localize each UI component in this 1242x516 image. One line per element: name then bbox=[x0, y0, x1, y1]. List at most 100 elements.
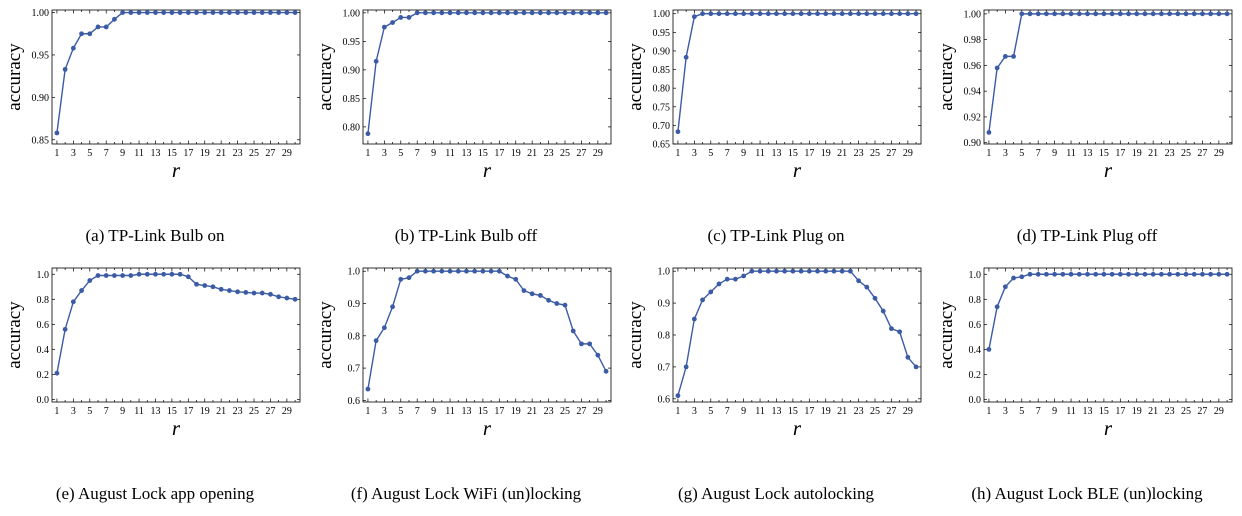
data-point bbox=[79, 288, 84, 293]
data-point bbox=[488, 268, 494, 274]
y-tick-label: 0.6 bbox=[37, 320, 50, 331]
x-tick-label: 3 bbox=[1003, 406, 1008, 417]
y-tick-label: 1.00 bbox=[653, 9, 671, 20]
data-point bbox=[733, 11, 738, 17]
data-point bbox=[1142, 271, 1148, 277]
data-point bbox=[251, 10, 257, 15]
data-point bbox=[1183, 11, 1189, 17]
data-point bbox=[210, 284, 216, 290]
data-point bbox=[447, 268, 453, 274]
series-line bbox=[56, 11, 296, 134]
data-point bbox=[1011, 53, 1016, 59]
data-point bbox=[839, 11, 845, 17]
x-tick-label: 21 bbox=[1148, 148, 1158, 159]
data-point bbox=[464, 10, 469, 16]
data-point bbox=[1167, 11, 1172, 17]
data-point bbox=[153, 271, 158, 277]
y-tick-label: 0.85 bbox=[653, 65, 671, 76]
data-point bbox=[259, 290, 265, 296]
plot-frame bbox=[362, 9, 612, 145]
data-point bbox=[1052, 271, 1058, 277]
chart-caption: (g) August Lock autolocking bbox=[678, 484, 874, 503]
series-line bbox=[367, 270, 607, 390]
chart-panel: 0.65 0.70 0.75 0.80 0.85 0.90 0.95 1.00 1 3 5 7 9 11 1… bbox=[621, 0, 931, 258]
y-tick-label: 0.98 bbox=[964, 35, 982, 46]
x-tick-label: 23 bbox=[233, 406, 243, 417]
data-point bbox=[529, 10, 535, 16]
data-point bbox=[815, 11, 820, 17]
data-point bbox=[856, 278, 861, 284]
data-point bbox=[806, 11, 812, 17]
data-point bbox=[831, 268, 837, 274]
x-axis-label: r bbox=[172, 158, 181, 182]
data-point bbox=[381, 325, 387, 331]
data-point bbox=[128, 273, 134, 278]
y-tick-label: 1.0 bbox=[969, 270, 982, 281]
data-point bbox=[218, 286, 224, 292]
y-axis-label: accuracy bbox=[936, 43, 957, 111]
data-point bbox=[194, 281, 199, 287]
data-point bbox=[1044, 271, 1049, 277]
x-tick-label: 29 bbox=[593, 148, 603, 159]
chart-caption: (b) TP-Link Bulb off bbox=[394, 226, 538, 245]
y-tick-label: 0.0 bbox=[37, 395, 50, 406]
x-tick-label: 3 bbox=[1003, 148, 1008, 159]
plot-frame bbox=[362, 267, 612, 403]
x-tick-label: 29 bbox=[1214, 406, 1224, 417]
data-point bbox=[1035, 271, 1041, 277]
data-point bbox=[259, 10, 265, 15]
x-tick-label: 7 bbox=[1036, 148, 1041, 159]
y-tick-label: 0.4 bbox=[37, 345, 50, 356]
data-point bbox=[447, 10, 453, 16]
data-point bbox=[120, 273, 126, 278]
data-point bbox=[87, 278, 93, 283]
data-point bbox=[161, 10, 167, 15]
x-axis-label: r bbox=[1104, 158, 1113, 182]
data-point bbox=[112, 273, 117, 278]
y-tick-label: 0.80 bbox=[343, 122, 361, 133]
data-point bbox=[1134, 11, 1140, 17]
data-point bbox=[1126, 11, 1131, 17]
y-tick-label: 0.70 bbox=[653, 121, 671, 132]
x-tick-label: 15 bbox=[478, 148, 488, 159]
data-point bbox=[749, 268, 755, 274]
series-line bbox=[677, 270, 917, 396]
x-tick-label: 19 bbox=[200, 406, 210, 417]
y-axis-label: accuracy bbox=[625, 301, 646, 369]
data-point bbox=[87, 31, 93, 37]
data-point bbox=[905, 11, 911, 17]
data-point bbox=[1093, 271, 1099, 277]
data-point bbox=[1167, 271, 1172, 277]
x-tick-label: 11 bbox=[755, 148, 765, 159]
data-point bbox=[897, 11, 903, 17]
line-chart: 0.00.20.40.60.81.01 3 5 7 9 11 13 15 17 19 21 23 25 2… bbox=[936, 267, 1233, 440]
x-tick-label: 23 bbox=[1165, 406, 1175, 417]
x-tick-label: 17 bbox=[804, 148, 814, 159]
data-point bbox=[373, 58, 379, 64]
chart-caption: (f) August Lock WiFi (un)locking bbox=[350, 484, 582, 503]
x-tick-label: 9 bbox=[741, 406, 746, 417]
data-point bbox=[381, 24, 387, 30]
x-tick-label: 15 bbox=[1099, 148, 1109, 159]
data-point bbox=[856, 11, 861, 17]
data-point bbox=[1158, 271, 1164, 277]
data-point bbox=[823, 11, 829, 17]
x-tick-label: 5 bbox=[1019, 148, 1024, 159]
data-point bbox=[226, 10, 232, 15]
chart-caption: (c) TP-Link Plug on bbox=[707, 226, 845, 245]
data-point bbox=[439, 10, 445, 16]
data-point bbox=[986, 130, 992, 135]
data-point bbox=[226, 288, 232, 293]
data-point bbox=[455, 268, 461, 274]
data-point bbox=[1101, 11, 1107, 17]
line-chart: 0.850.900.951.001 3 5 7 9 11 13 15 17 19 21 23 25 27 2… bbox=[4, 8, 301, 182]
data-point bbox=[505, 273, 510, 279]
y-tick-label: 0.8 bbox=[37, 295, 50, 306]
data-point bbox=[1117, 11, 1123, 17]
x-tick-label: 23 bbox=[233, 148, 243, 159]
data-point bbox=[103, 24, 109, 30]
data-point bbox=[464, 268, 469, 274]
x-tick-label: 25 bbox=[870, 148, 880, 159]
data-point bbox=[815, 268, 820, 274]
y-tick-label: 0.85 bbox=[343, 94, 361, 105]
